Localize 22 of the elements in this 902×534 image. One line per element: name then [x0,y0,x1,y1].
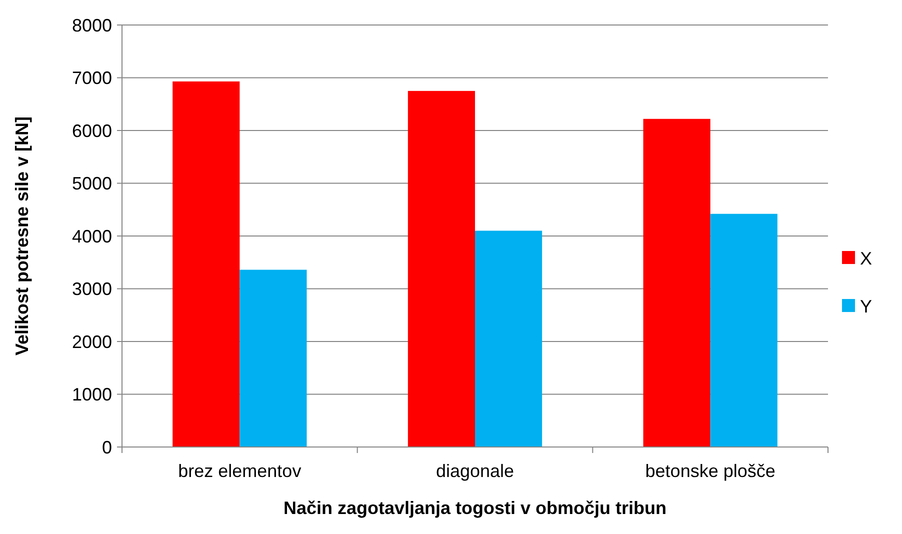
y-tick-label: 6000 [72,120,112,141]
legend-label: Y [860,296,872,316]
y-tick-label: 0 [102,437,112,458]
bar [240,270,307,447]
y-tick-label: 4000 [72,226,112,246]
bar [172,81,240,447]
y-tick-label: 5000 [72,174,112,194]
bar [710,214,778,447]
y-tick-label: 1000 [72,384,112,405]
y-tick-label: 8000 [72,15,112,36]
x-tick-label: brez elementov [178,461,302,481]
bar [475,230,542,447]
y-tick-label: 3000 [72,279,112,300]
x-axis-title: Način zagotavljanja togosti v območju tribun [283,498,667,518]
y-tick-label: 7000 [72,68,112,88]
y-tick-label: 2000 [72,332,112,352]
legend-label: X [860,248,872,268]
bar [643,118,710,447]
x-tick-label: diagonale [436,461,514,481]
x-tick-label: betonske plošče [645,461,776,481]
bar [408,90,475,447]
y-axis-title: Velikost potresne sile v [kN] [12,116,32,356]
